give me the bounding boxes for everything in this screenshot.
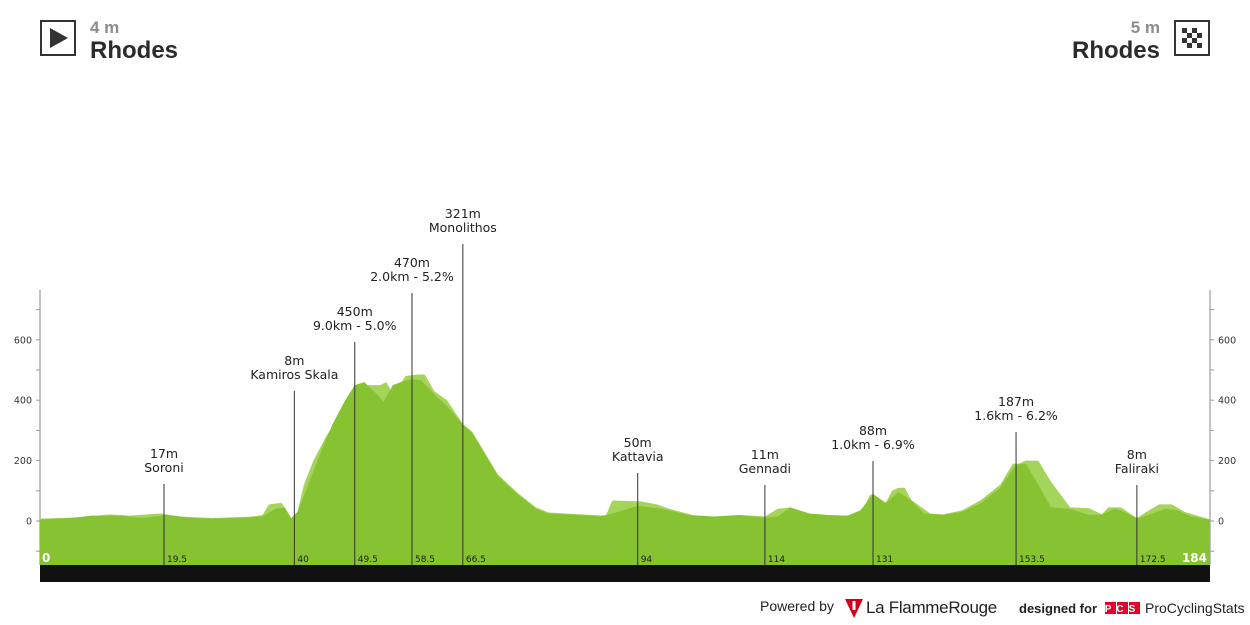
summit-label: Kamiros Skala [250, 367, 338, 382]
la-flamme-rouge-logo-icon [845, 599, 863, 618]
summit-label: 2.0km - 5.2% [370, 269, 454, 284]
start-altitude: 4 m [90, 18, 120, 37]
finish-place: Rhodes [1071, 37, 1160, 64]
summit-label: 11m [751, 447, 779, 462]
km-marker-label: 49.5 [358, 555, 378, 565]
elevation-profile-area [40, 379, 1210, 565]
designed-for-text: designed for [1019, 601, 1098, 616]
start-flag-icon [40, 20, 76, 56]
la-flamme-rouge-name: La FlammeRouge [866, 598, 997, 617]
summit-label: 1.6km - 6.2% [974, 408, 1058, 423]
summit-label: 450m [337, 304, 373, 319]
right-y-tick-label: 200 [1218, 456, 1236, 467]
summit-label: 8m [1127, 447, 1147, 462]
right-y-tick-label: 0 [1218, 517, 1224, 528]
summit-label: 187m [998, 394, 1034, 409]
summit-label: 50m [624, 435, 652, 450]
right-y-tick-label: 600 [1218, 335, 1236, 346]
finish-altitude: 5 m [1130, 18, 1160, 37]
summit-label: 9.0km - 5.0% [313, 318, 397, 333]
left-y-tick-label: 400 [14, 396, 32, 407]
finish-flag-icon [1174, 20, 1210, 56]
left-y-tick-label: 200 [14, 456, 32, 467]
km-finish-label: 184 [1182, 551, 1207, 565]
procyclingstats-name: ProCyclingStats [1145, 600, 1245, 616]
summit-label: Gennadi [739, 461, 791, 476]
summit-label: 88m [859, 423, 887, 438]
start-place: Rhodes [90, 37, 179, 64]
km-marker-label: 153.5 [1019, 555, 1045, 565]
km-marker-label: 114 [768, 555, 785, 565]
km-start-label: 0 [42, 551, 50, 565]
km-marker-label: 131 [876, 555, 893, 565]
km-marker-label: 172.5 [1140, 555, 1166, 565]
right-y-tick-label: 400 [1218, 396, 1236, 407]
summit-label: 8m [284, 353, 304, 368]
km-marker-label: 40 [297, 555, 309, 565]
procyclingstats-logo-icon: PCS [1105, 602, 1140, 615]
summit-label: Monolithos [429, 220, 497, 235]
km-marker-label: 66.5 [466, 555, 486, 565]
summit-label: Kattavia [612, 449, 664, 464]
summit-label: Soroni [144, 460, 184, 475]
powered-by-text: Powered by [760, 598, 834, 614]
pcs-logo-letters: PCS [1105, 604, 1140, 615]
distance-baseline-bar [40, 565, 1210, 582]
left-y-tick-label: 600 [14, 335, 32, 346]
km-marker-label: 58.5 [415, 555, 435, 565]
summit-label: 470m [394, 255, 430, 270]
summit-label: Faliraki [1115, 461, 1159, 476]
summit-label: 17m [150, 446, 178, 461]
km-marker-label: 19.5 [167, 555, 187, 565]
km-marker-label: 94 [641, 555, 653, 565]
left-y-tick-label: 0 [26, 517, 32, 528]
summit-label: 1.0km - 6.9% [831, 437, 915, 452]
summit-label: 321m [445, 206, 481, 221]
